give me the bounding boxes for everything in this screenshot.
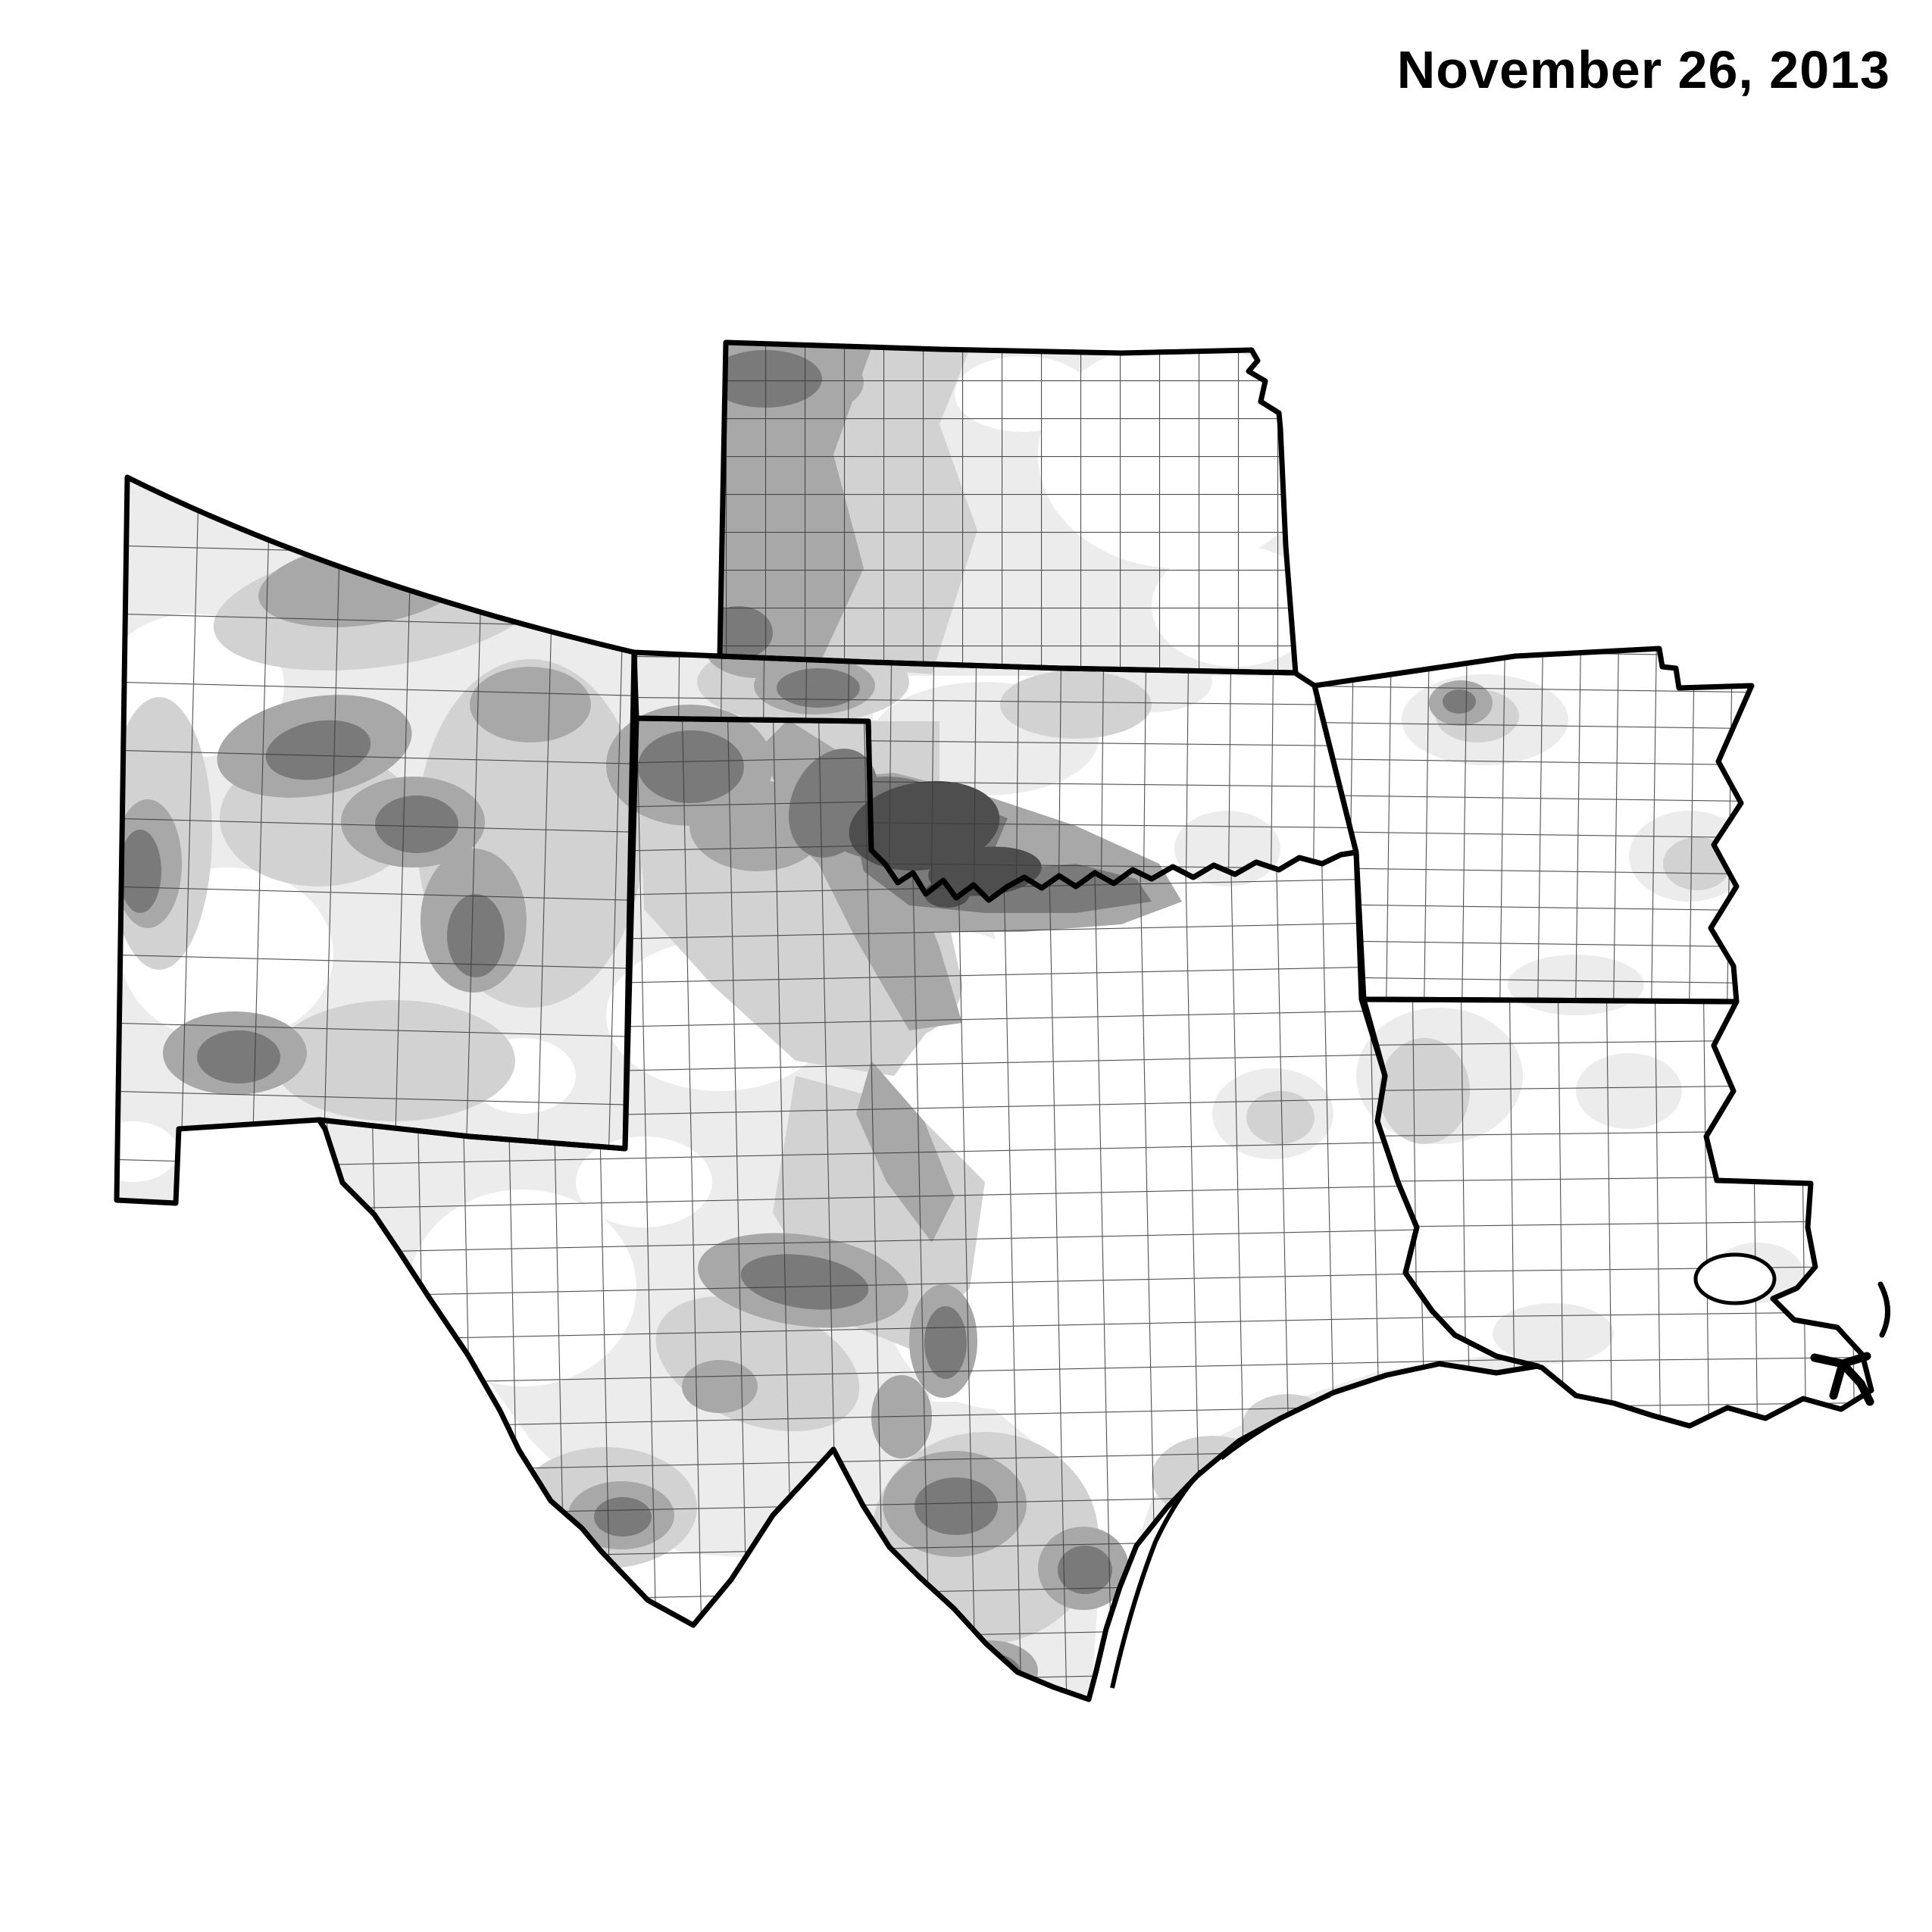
- mississippi-delta: [1810, 1352, 1874, 1406]
- louisiana-counties: [1364, 999, 1871, 1426]
- coastal-features-layer: [1110, 1252, 1891, 1689]
- padre-island-barrier: [1110, 1469, 1203, 1689]
- chandeleur-islands: [1877, 1281, 1891, 1338]
- county-boundaries-layer: [117, 342, 1871, 1699]
- matagorda-island-barrier: [1220, 1393, 1330, 1460]
- lake-pontchartrain: [1693, 1252, 1777, 1305]
- arkansas-counties: [1315, 649, 1752, 1002]
- map-date-title: November 26, 2013: [1396, 40, 1890, 99]
- kansas-counties: [720, 342, 1296, 673]
